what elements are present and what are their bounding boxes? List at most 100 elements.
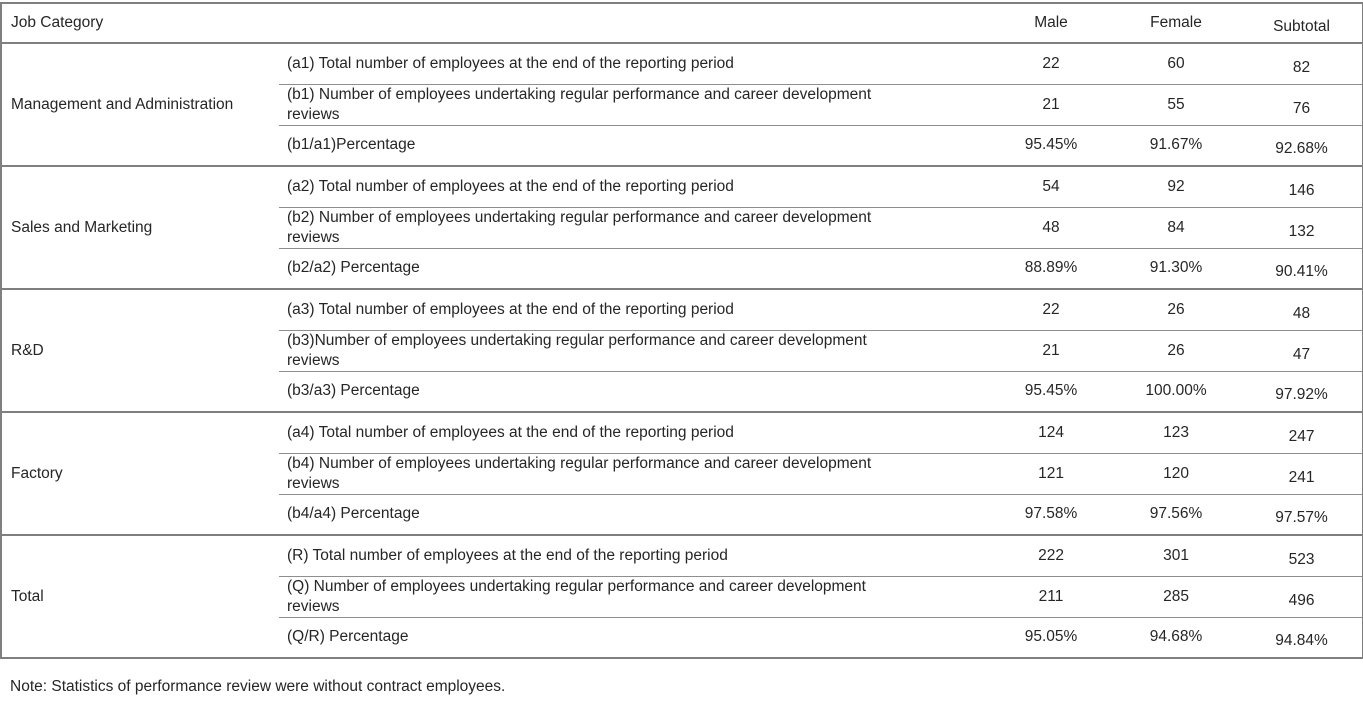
male-value-cell: 21 [991, 330, 1112, 372]
male-value-cell: 124 [991, 412, 1112, 454]
row-label: (Q) Number of employees undertaking regu… [287, 577, 866, 615]
male-value-cell: 22 [991, 289, 1112, 331]
subtotal-value-cell: 94.84% [1241, 617, 1363, 658]
subtotal-value-cell: 47 [1241, 330, 1363, 372]
table-row: (Q/R) Percentage 95.05% 94.68% 94.84% [1, 617, 1363, 658]
male-value-cell: 88.89% [1024, 259, 1078, 277]
table-row: (b1) Number of employees undertaking reg… [1, 84, 1363, 126]
female-value-cell: 55 [1111, 84, 1242, 126]
row-label: (b4/a4) Percentage [287, 505, 420, 523]
male-value-cell: 22 [991, 43, 1112, 85]
row-label-cell: (R) Total number of employees at the end… [279, 535, 992, 577]
table-row: Factory (a4) Total number of employees at… [1, 412, 1363, 482]
row-label: (b2) Number of employees undertaking reg… [287, 208, 872, 246]
table-row: (b2) Number of employees undertaking reg… [1, 207, 1363, 249]
subtotal-value: 47 [1292, 345, 1311, 363]
row-label: (a2) Total number of employees at the en… [287, 177, 734, 195]
row-label-cell: (b4) Number of employees undertaking reg… [279, 453, 992, 495]
section-3: Factory (a4) Total number of employees at… [1, 412, 1363, 535]
section-2: R&D (a3) Total number of employees at the… [1, 289, 1363, 412]
row-label-cell: (Q) Number of employees undertaking regu… [279, 576, 992, 618]
female-value-cell: 91.67% [1149, 136, 1203, 154]
male-value-cell: 21 [991, 84, 1112, 126]
table-row: (b4) Number of employees undertaking reg… [1, 453, 1363, 495]
subtotal-value: 48 [1292, 304, 1311, 322]
header-subtotal: Subtotal [1241, 3, 1363, 44]
row-label: (b2/a2) Percentage [287, 259, 420, 277]
female-value-cell: 26 [1111, 330, 1242, 372]
female-value-cell: 120 [1111, 453, 1242, 495]
subtotal-value: 90.41% [1275, 263, 1328, 281]
row-label-cell: (b1/a1)Percentage [279, 125, 991, 166]
subtotal-value: 247 [1288, 427, 1315, 445]
row-label: (b4) Number of employees undertaking reg… [287, 454, 872, 492]
row-label-cell: (b2) Number of employees undertaking reg… [279, 207, 992, 249]
subtotal-value: 76 [1292, 99, 1311, 117]
table-row: (b3)Number of employees undertaking regu… [1, 330, 1363, 372]
row-label: (a1) Total number of employees at the en… [287, 54, 734, 72]
row-label-cell: (a3) Total number of employees at the en… [279, 289, 992, 331]
subtotal-value: 97.92% [1275, 386, 1328, 404]
row-label: (b1) Number of employees undertaking reg… [287, 85, 872, 123]
row-label-cell: (b1) Number of employees undertaking reg… [279, 84, 992, 126]
row-label-cell: (Q/R) Percentage [279, 617, 991, 658]
male-value-cell: 211 [991, 576, 1112, 618]
table-row: (b3/a3) Percentage 95.45% 100.00% 97.92% [1, 371, 1363, 412]
subtotal-value-cell: 76 [1241, 84, 1363, 126]
subtotal-value: 97.57% [1275, 509, 1328, 527]
table-row: Total (R) Total number of employees at th… [1, 535, 1363, 605]
row-label-cell: (a1) Total number of employees at the en… [279, 43, 992, 85]
row-label: (b3/a3) Percentage [287, 382, 420, 400]
header-subtotal-label: Subtotal [1273, 18, 1330, 35]
table-row: (b4/a4) Percentage 97.58% 97.56% 97.57% [1, 494, 1363, 535]
subtotal-value: 82 [1292, 58, 1311, 76]
row-label: (a4) Total number of employees at the en… [287, 423, 734, 441]
table-row: (b1/a1)Percentage 95.45% 91.67% 92.68% [1, 125, 1363, 166]
row-label-cell: (b2/a2) Percentage [279, 248, 991, 289]
subtotal-value: 146 [1288, 181, 1315, 199]
subtotal-value-cell: 82 [1241, 43, 1363, 85]
female-value-cell: 97.56% [1149, 505, 1203, 523]
job-category-cell: R&D [11, 341, 44, 359]
male-value-cell: 95.05% [1024, 628, 1078, 646]
header-female: Female [1111, 3, 1242, 44]
female-value-cell: 60 [1111, 43, 1242, 85]
subtotal-value-cell: 241 [1241, 453, 1363, 495]
male-value-cell: 97.58% [1024, 505, 1078, 523]
table-note: Note: Statistics of performance review w… [10, 678, 506, 695]
section-0: Management and Administration (a1) Total … [1, 43, 1363, 166]
job-category-cell: Factory [11, 464, 63, 482]
header-row: Job Category Male Female Subtotal [1, 3, 1363, 44]
row-label: (Q/R) Percentage [287, 628, 409, 646]
subtotal-value: 241 [1288, 468, 1315, 486]
subtotal-value: 496 [1288, 591, 1315, 609]
table-row: (b2/a2) Percentage 88.89% 91.30% 90.41% [1, 248, 1363, 289]
subtotal-value-cell: 247 [1241, 412, 1363, 454]
female-value-cell: 91.30% [1149, 259, 1203, 277]
job-category-cell: Management and Administration [11, 95, 234, 113]
female-value-cell: 84 [1111, 207, 1242, 249]
male-value-cell: 48 [991, 207, 1112, 249]
subtotal-value-cell: 146 [1241, 166, 1363, 208]
female-value-cell: 92 [1111, 166, 1242, 208]
table-row: Sales and Marketing (a2) Total number of … [1, 166, 1363, 236]
female-value-cell: 301 [1111, 535, 1242, 577]
subtotal-value-cell: 496 [1241, 576, 1363, 618]
male-value-cell: 222 [991, 535, 1112, 577]
header-male: Male [991, 3, 1112, 44]
table-row: R&D (a3) Total number of employees at the… [1, 289, 1363, 359]
female-value-cell: 100.00% [1145, 382, 1207, 400]
subtotal-value-cell: 132 [1241, 207, 1363, 249]
row-label-cell: (a2) Total number of employees at the en… [279, 166, 992, 208]
header-job-category: Job Category [1, 3, 992, 44]
table-row: Management and Administration (a1) Total … [1, 43, 1363, 113]
row-label-cell: (b4/a4) Percentage [279, 494, 991, 535]
row-label-cell: (b3/a3) Percentage [279, 371, 991, 412]
female-value-cell: 26 [1111, 289, 1242, 331]
male-value-cell: 121 [991, 453, 1112, 495]
male-value-cell: 95.45% [1024, 382, 1078, 400]
subtotal-value: 523 [1288, 550, 1315, 568]
row-label-cell: (a4) Total number of employees at the en… [279, 412, 992, 454]
female-value-cell: 123 [1111, 412, 1242, 454]
row-label: (b1/a1)Percentage [287, 136, 416, 154]
